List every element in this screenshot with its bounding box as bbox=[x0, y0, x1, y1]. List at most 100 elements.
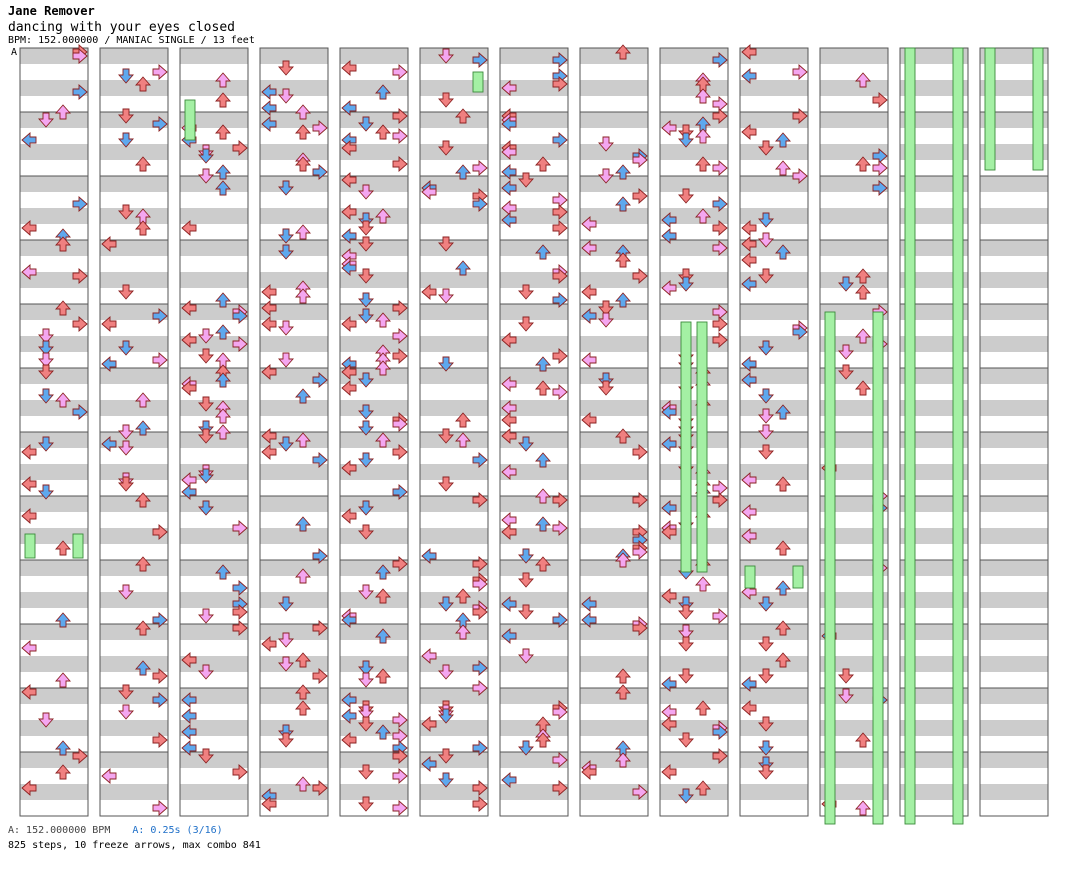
right-arrow bbox=[712, 240, 728, 256]
beat-stripe bbox=[340, 304, 408, 320]
right-arrow bbox=[312, 372, 328, 388]
beat-stripe bbox=[740, 272, 808, 288]
beat-stripe bbox=[260, 240, 328, 256]
up-arrow bbox=[455, 624, 471, 640]
beat-stripe bbox=[100, 48, 168, 64]
right-arrow bbox=[552, 76, 568, 92]
beat-stripe bbox=[180, 432, 248, 448]
right-arrow bbox=[472, 576, 488, 592]
beat-stripe bbox=[20, 400, 88, 416]
right-arrow bbox=[632, 492, 648, 508]
beat-stripe bbox=[660, 336, 728, 352]
beat-stripe bbox=[820, 720, 888, 736]
right-arrow bbox=[312, 780, 328, 796]
beat-stripe bbox=[20, 336, 88, 352]
right-arrow bbox=[232, 308, 248, 324]
right-arrow bbox=[712, 52, 728, 68]
freeze-arrow bbox=[24, 533, 36, 559]
song-artist: Jane Remover bbox=[8, 4, 95, 18]
beat-stripe bbox=[900, 400, 968, 416]
down-arrow bbox=[438, 772, 454, 788]
up-arrow bbox=[615, 428, 631, 444]
right-arrow bbox=[792, 108, 808, 124]
up-arrow bbox=[135, 76, 151, 92]
left-arrow bbox=[21, 780, 37, 796]
beat-stripe bbox=[260, 592, 328, 608]
down-arrow bbox=[678, 788, 694, 804]
down-arrow bbox=[438, 356, 454, 372]
right-arrow bbox=[312, 452, 328, 468]
beat-stripe bbox=[820, 368, 888, 384]
beat-stripe bbox=[100, 624, 168, 640]
up-arrow bbox=[295, 156, 311, 172]
up-arrow bbox=[855, 328, 871, 344]
right-arrow bbox=[152, 800, 168, 816]
left-arrow bbox=[581, 240, 597, 256]
beat-stripe bbox=[900, 592, 968, 608]
beat-stripe bbox=[420, 240, 488, 256]
left-arrow bbox=[181, 692, 197, 708]
left-arrow bbox=[341, 508, 357, 524]
beat-stripe bbox=[20, 112, 88, 128]
down-arrow bbox=[358, 404, 374, 420]
up-arrow bbox=[535, 380, 551, 396]
up-arrow bbox=[535, 156, 551, 172]
beat-stripe bbox=[980, 592, 1048, 608]
up-arrow bbox=[455, 612, 471, 628]
right-arrow bbox=[72, 748, 88, 764]
right-arrow bbox=[472, 796, 488, 812]
down-arrow bbox=[38, 112, 54, 128]
down-arrow bbox=[438, 708, 454, 724]
beat-stripe bbox=[580, 688, 648, 704]
beat-stripe bbox=[740, 464, 808, 480]
down-arrow bbox=[438, 236, 454, 252]
up-arrow bbox=[775, 652, 791, 668]
left-arrow bbox=[261, 364, 277, 380]
beat-stripe bbox=[180, 336, 248, 352]
beat-stripe bbox=[100, 272, 168, 288]
freeze-arrow bbox=[472, 71, 484, 93]
left-arrow bbox=[661, 500, 677, 516]
right-arrow bbox=[232, 580, 248, 596]
right-arrow bbox=[552, 132, 568, 148]
beat-stripe bbox=[580, 304, 648, 320]
beat-stripe bbox=[900, 432, 968, 448]
freeze-arrow bbox=[696, 321, 708, 573]
down-arrow bbox=[438, 748, 454, 764]
down-arrow bbox=[758, 424, 774, 440]
beat-stripe bbox=[100, 560, 168, 576]
left-arrow bbox=[341, 380, 357, 396]
right-arrow bbox=[472, 52, 488, 68]
right-arrow bbox=[632, 532, 648, 548]
up-arrow bbox=[615, 164, 631, 180]
beat-stripe bbox=[820, 176, 888, 192]
down-arrow bbox=[118, 424, 134, 440]
right-arrow bbox=[552, 220, 568, 236]
beat-stripe bbox=[100, 752, 168, 768]
up-arrow bbox=[215, 564, 231, 580]
up-arrow bbox=[455, 108, 471, 124]
beat-stripe bbox=[260, 720, 328, 736]
up-arrow bbox=[215, 424, 231, 440]
beat-stripe bbox=[740, 48, 808, 64]
beat-stripe bbox=[260, 688, 328, 704]
up-arrow bbox=[215, 324, 231, 340]
beat-stripe bbox=[900, 720, 968, 736]
right-arrow bbox=[712, 108, 728, 124]
beat-stripe bbox=[660, 592, 728, 608]
beat-stripe bbox=[820, 560, 888, 576]
right-arrow bbox=[872, 148, 888, 164]
beat-stripe bbox=[660, 656, 728, 672]
beat-stripe bbox=[660, 624, 728, 640]
down-arrow bbox=[838, 276, 854, 292]
left-arrow bbox=[21, 640, 37, 656]
beat-stripe bbox=[900, 144, 968, 160]
beat-stripe bbox=[980, 48, 1048, 64]
left-arrow bbox=[181, 484, 197, 500]
left-arrow bbox=[21, 684, 37, 700]
beat-stripe bbox=[420, 752, 488, 768]
left-arrow bbox=[341, 356, 357, 372]
beat-stripe bbox=[100, 592, 168, 608]
up-arrow bbox=[535, 488, 551, 504]
up-arrow bbox=[535, 716, 551, 732]
